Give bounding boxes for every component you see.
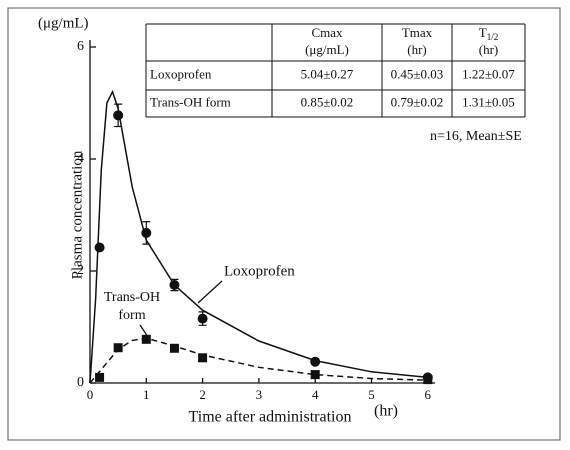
note: n=16, Mean±SE bbox=[430, 129, 522, 144]
column-header: Tmax bbox=[402, 25, 433, 40]
x-tick-label: 0 bbox=[87, 387, 94, 402]
data-point bbox=[169, 343, 179, 353]
column-header-unit: (hr) bbox=[407, 42, 427, 57]
table-cell: 1.31±0.05 bbox=[462, 94, 515, 109]
table-cell: 5.04±0.27 bbox=[301, 66, 354, 81]
x-axis-label: Time after administration bbox=[189, 409, 352, 426]
x-tick-label: 3 bbox=[256, 387, 263, 402]
frame bbox=[7, 7, 561, 441]
y-tick-label: 2 bbox=[77, 263, 84, 278]
column-header-name: T bbox=[479, 25, 487, 40]
y-tick-label: 0 bbox=[77, 375, 84, 390]
x-tick-label: 6 bbox=[425, 387, 432, 402]
column-header-unit: (hr) bbox=[479, 42, 499, 57]
y-axis-label: Plasma concentration bbox=[69, 150, 85, 279]
data-point bbox=[94, 242, 105, 253]
annotation: form bbox=[118, 308, 145, 323]
fit-curve bbox=[89, 89, 428, 384]
table-cell: Trans-OH form bbox=[150, 94, 231, 109]
data-point bbox=[169, 280, 180, 290]
column-header: Cmax bbox=[311, 25, 343, 40]
x-unit: (hr) bbox=[374, 403, 398, 420]
table-cell: Loxoprofen bbox=[150, 66, 212, 81]
table-cell: 0.45±0.03 bbox=[391, 66, 444, 81]
data-point bbox=[141, 227, 152, 238]
annotation-arrow bbox=[197, 280, 223, 304]
data-point bbox=[141, 334, 151, 344]
data-point bbox=[113, 110, 124, 121]
column-header-name: Cmax bbox=[311, 25, 343, 40]
table-cell: 0.85±0.02 bbox=[301, 94, 354, 109]
fit-curve bbox=[89, 337, 428, 384]
data-point bbox=[423, 375, 433, 385]
table-cell: 1.22±0.07 bbox=[462, 66, 515, 81]
table-cell: 0.79±0.02 bbox=[391, 94, 444, 109]
x-tick-label: 4 bbox=[312, 387, 319, 402]
x-tick-label: 1 bbox=[143, 387, 150, 402]
column-header-sub: 1/2 bbox=[487, 32, 499, 42]
x-tick-label: 5 bbox=[368, 387, 375, 402]
column-header: T1/2 bbox=[479, 25, 498, 42]
column-header-name: Tmax bbox=[402, 25, 433, 40]
y-tick-label: 6 bbox=[77, 39, 84, 54]
data-point bbox=[198, 353, 208, 363]
annotation: Loxoprofen bbox=[224, 263, 295, 279]
data-point bbox=[310, 356, 321, 367]
y-tick-label: 4 bbox=[77, 151, 84, 166]
annotation: Trans-OH bbox=[104, 290, 160, 305]
x-tick-label: 2 bbox=[199, 387, 206, 402]
data-point bbox=[113, 343, 123, 353]
data-point bbox=[310, 370, 320, 380]
data-point bbox=[197, 313, 208, 324]
y-unit: (μg/mL) bbox=[38, 15, 89, 31]
data-point bbox=[95, 372, 105, 382]
column-header-unit: (μg/mL) bbox=[305, 42, 349, 57]
